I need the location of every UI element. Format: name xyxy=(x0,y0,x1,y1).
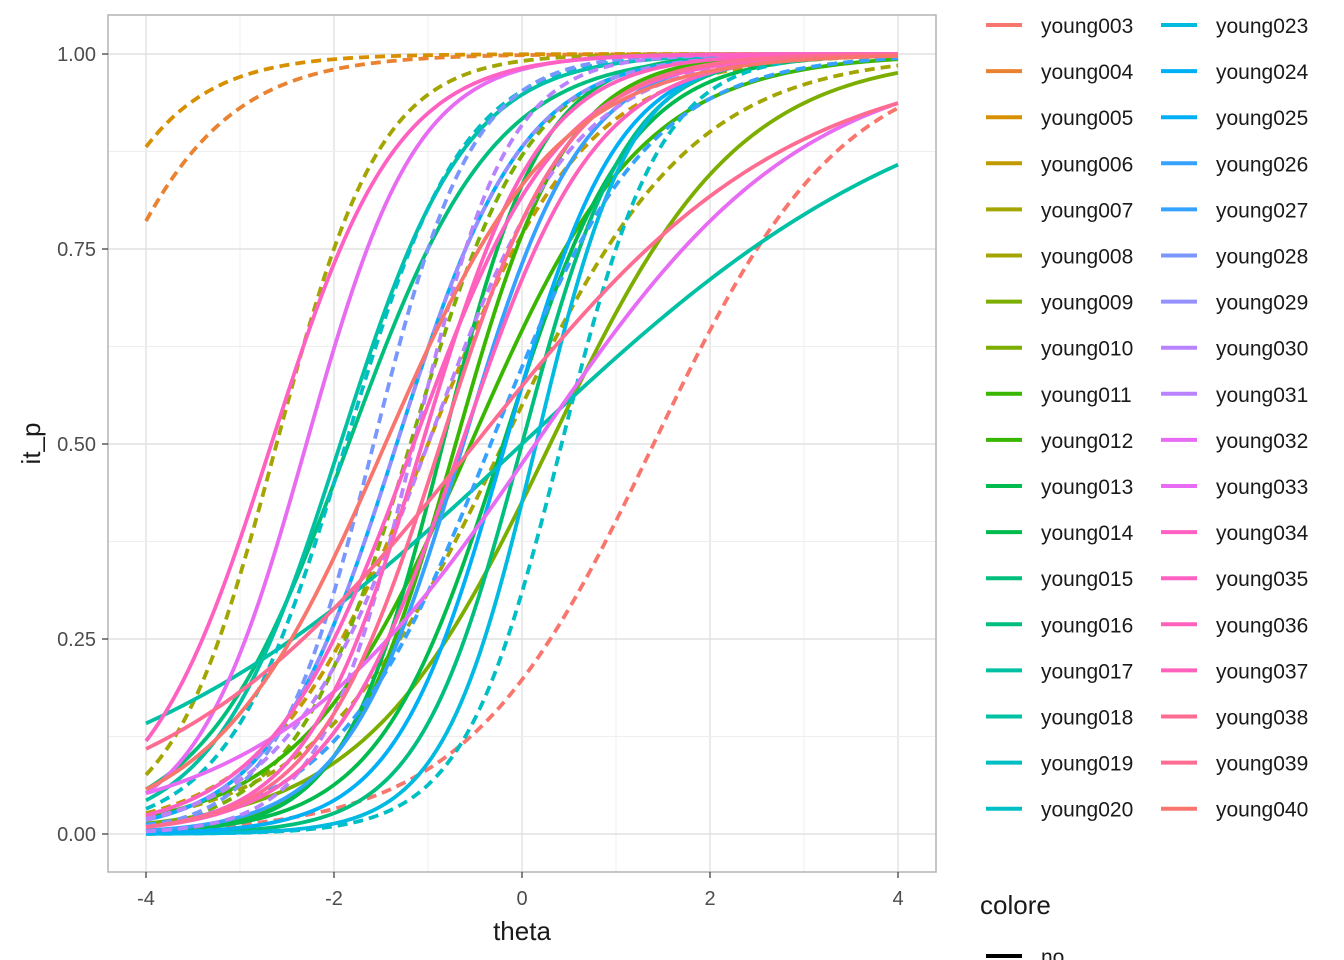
legend-label-young040: young040 xyxy=(1216,799,1308,822)
y-tick-label: 0.25 xyxy=(57,629,96,651)
legend-label-young034: young034 xyxy=(1216,522,1309,545)
curve-young039 xyxy=(145,52,899,829)
curve-young005 xyxy=(144,52,898,149)
axis-ticks: -4 -2 0 2 4 0.00 0.25 0.50 0.75 1.00 xyxy=(57,44,904,910)
legend: young003 young004 young005 young006 young007… xyxy=(986,15,1309,822)
legend-label-young038: young038 xyxy=(1216,707,1308,730)
curve-young040 xyxy=(145,54,899,791)
legend-label-young004: young004 xyxy=(1041,61,1134,84)
legend-label-young003: young003 xyxy=(1041,15,1133,38)
curve-young020 xyxy=(145,52,899,811)
legend-label-young029: young029 xyxy=(1216,292,1308,315)
legend-label-young009: young009 xyxy=(1041,292,1133,315)
legend-label-young032: young032 xyxy=(1216,430,1308,453)
legend-label-young013: young013 xyxy=(1041,476,1133,499)
legend-label-young028: young028 xyxy=(1216,246,1308,269)
y-tick-label: 0.00 xyxy=(57,824,96,846)
legend-label-young014: young014 xyxy=(1041,522,1134,545)
legend-label-young027: young027 xyxy=(1216,199,1308,222)
legend-label-young030: young030 xyxy=(1216,338,1308,361)
legend-label-young006: young006 xyxy=(1041,153,1133,176)
y-tick-label: 0.75 xyxy=(57,239,96,261)
legend-label-young026: young026 xyxy=(1216,153,1308,176)
legend-label-young015: young015 xyxy=(1041,568,1133,591)
legend-title: colore xyxy=(980,890,1051,920)
legend-label-young035: young035 xyxy=(1216,568,1308,591)
legend-label-young010: young010 xyxy=(1041,338,1133,361)
curve-young038 xyxy=(145,101,899,751)
legend-label-young037: young037 xyxy=(1216,660,1308,683)
x-axis-title: theta xyxy=(493,916,551,946)
legend-label-young019: young019 xyxy=(1041,753,1133,776)
legend-label-young020: young020 xyxy=(1041,799,1133,822)
x-tick-label: 2 xyxy=(704,888,715,910)
legend-label-young017: young017 xyxy=(1041,660,1133,683)
curves-layer xyxy=(144,52,899,836)
legend-label-young018: young018 xyxy=(1041,707,1133,730)
curve-young017 xyxy=(145,162,899,726)
y-tick-label: 1.00 xyxy=(57,44,96,66)
x-tick-label: -2 xyxy=(325,888,343,910)
legend-label-young024: young024 xyxy=(1216,61,1309,84)
y-axis-title: it_p xyxy=(16,423,46,465)
y-tick-label: 0.50 xyxy=(57,434,96,456)
legend-label-young012: young012 xyxy=(1041,430,1133,453)
legend-label-young036: young036 xyxy=(1216,614,1308,637)
x-tick-label: -4 xyxy=(137,888,155,910)
legend-label-young031: young031 xyxy=(1216,384,1308,407)
curve-young008 xyxy=(145,63,899,819)
legend-label-young016: young016 xyxy=(1041,614,1133,637)
legend-label-young025: young025 xyxy=(1216,107,1308,130)
x-tick-label: 0 xyxy=(516,888,527,910)
x-tick-label: 4 xyxy=(892,888,903,910)
legend-label-young011: young011 xyxy=(1041,384,1132,407)
legend-label-young023: young023 xyxy=(1216,15,1308,38)
curve-young019 xyxy=(145,52,899,836)
legend-label-young033: young033 xyxy=(1216,476,1308,499)
legend2-label: no xyxy=(1041,946,1064,960)
legend-label-young007: young007 xyxy=(1041,199,1133,222)
legend-label-young039: young039 xyxy=(1216,753,1308,776)
legend-label-young008: young008 xyxy=(1041,246,1133,269)
curve-young003 xyxy=(145,106,899,833)
legend-label-young005: young005 xyxy=(1041,107,1133,130)
